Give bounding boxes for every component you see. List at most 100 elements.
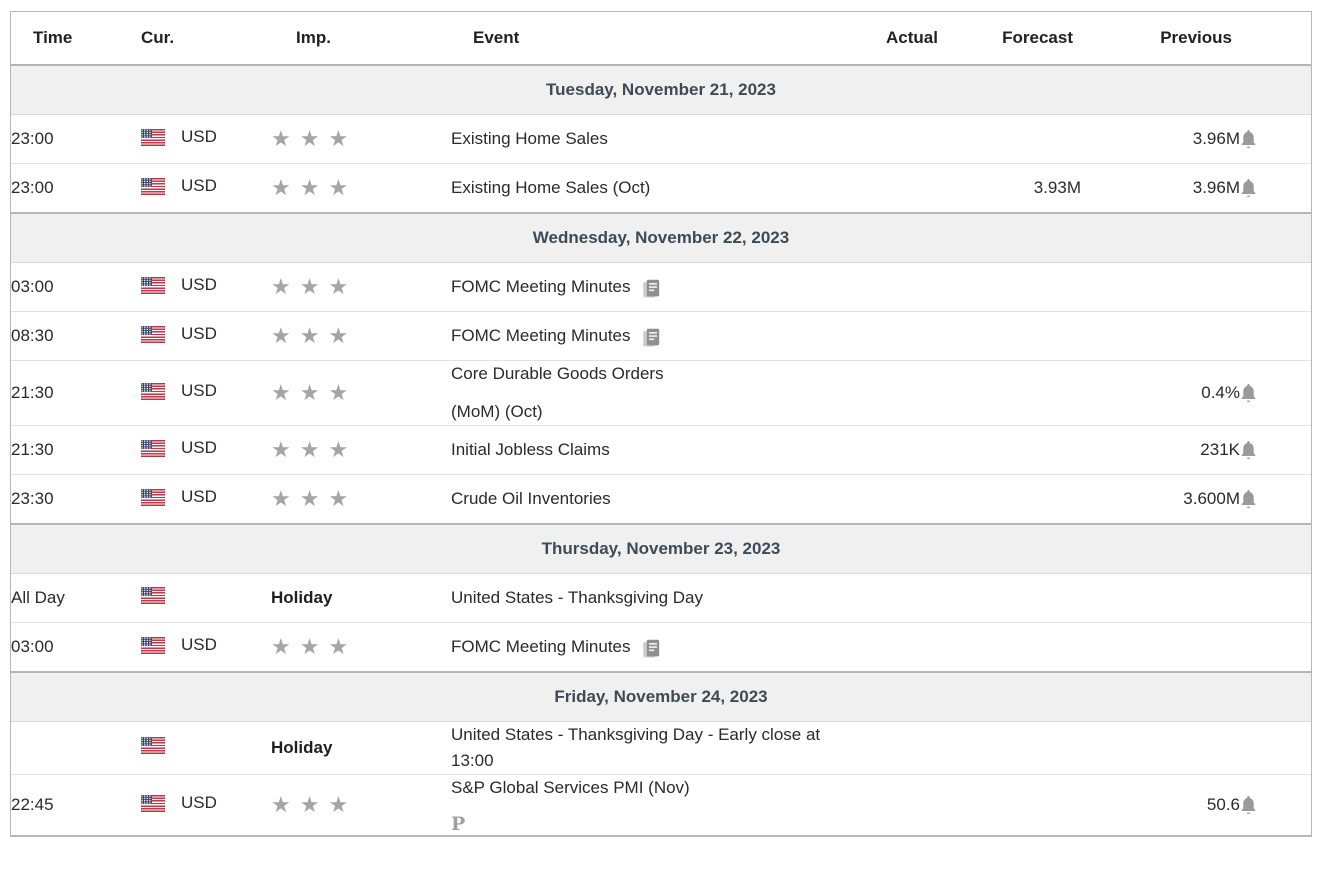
importance-star-icon: ★★★ — [271, 323, 358, 349]
importance-cell: ★★★ — [271, 262, 451, 312]
event-row: 03:00 USD ★★★ FOMC Meeting Minutes — [11, 622, 1311, 672]
event-line: Existing Home Sales (Oct) — [451, 175, 856, 201]
previous-cell — [1081, 622, 1240, 672]
us-flag-canton — [141, 636, 152, 646]
date-header: Tuesday, November 21, 2023 — [11, 64, 1311, 115]
alert-cell — [1240, 573, 1311, 623]
event-cell: FOMC Meeting Minutes — [451, 311, 856, 361]
col-header-actual: Actual — [856, 12, 946, 65]
event-row: 21:30 USD ★★★ Core Durable Goods Orders (MoM… — [11, 360, 1311, 426]
event-line: FOMC Meeting Minutes — [451, 634, 856, 660]
currency-cell — [141, 721, 271, 775]
event-cell: Crude Oil Inventories — [451, 474, 856, 524]
time-cell: All Day — [11, 573, 141, 623]
economic-calendar: Time Cur. Imp. Event Actual Forecast Pre… — [10, 11, 1312, 837]
event-row: 23:00 USD ★★★ Existing Home Sales (Oct) 3.93… — [11, 163, 1311, 213]
event-cell: FOMC Meeting Minutes — [451, 622, 856, 672]
event-cell: Core Durable Goods Orders (MoM) (Oct) — [451, 360, 856, 426]
previous-cell: 231K — [1081, 425, 1240, 475]
forecast-cell — [946, 474, 1081, 524]
col-header-time: Time — [11, 12, 141, 65]
importance-cell: ★★★ — [271, 622, 451, 672]
event-label[interactable]: FOMC Meeting Minutes — [451, 277, 631, 296]
currency-cell: USD — [141, 114, 271, 164]
bell-icon[interactable] — [1240, 130, 1257, 149]
event-line: Core Durable Goods Orders — [451, 361, 856, 387]
time-cell: 21:30 — [11, 360, 141, 426]
us-flag-icon — [141, 636, 165, 654]
forecast-cell: 3.93M — [946, 163, 1081, 213]
event-label[interactable]: Core Durable Goods Orders — [451, 364, 664, 383]
importance-cell: ★★★ — [271, 163, 451, 213]
importance-star-icon: ★★★ — [271, 175, 358, 201]
us-flag-icon — [141, 382, 165, 400]
event-label[interactable]: FOMC Meeting Minutes — [451, 637, 631, 656]
previous-cell: 0.4% — [1081, 360, 1240, 426]
previous-cell — [1081, 311, 1240, 361]
date-header-row: Thursday, November 23, 2023 — [11, 523, 1311, 574]
us-flag-icon — [141, 128, 165, 146]
currency-cell: USD — [141, 163, 271, 213]
us-flag-canton — [141, 276, 152, 286]
bell-icon[interactable] — [1240, 441, 1257, 460]
importance-cell: ★★★ — [271, 474, 451, 524]
importance-cell: Holiday — [271, 573, 451, 623]
currency-cell: USD — [141, 311, 271, 361]
alert-cell — [1240, 114, 1311, 164]
previous-cell — [1081, 721, 1240, 775]
event-line: United States - Thanksgiving Day - Early… — [451, 722, 856, 774]
event-cell: Existing Home Sales — [451, 114, 856, 164]
previous-cell: 3.96M — [1081, 163, 1240, 213]
bell-icon[interactable] — [1240, 796, 1257, 815]
event-row: 22:45 USD ★★★ S&P Global Services PMI (Nov)… — [11, 774, 1311, 835]
report-icon[interactable] — [641, 278, 661, 299]
event-label[interactable]: S&P Global Services PMI (Nov) — [451, 778, 690, 797]
alert-cell — [1240, 163, 1311, 213]
actual-cell — [856, 622, 946, 672]
currency-cell: USD — [141, 425, 271, 475]
currency-cell: USD — [141, 622, 271, 672]
date-header-row: Wednesday, November 22, 2023 — [11, 212, 1311, 263]
event-label[interactable]: Existing Home Sales (Oct) — [451, 178, 651, 197]
us-flag-icon — [141, 325, 165, 343]
time-cell: 08:30 — [11, 311, 141, 361]
event-label[interactable]: Crude Oil Inventories — [451, 489, 611, 508]
event-label[interactable]: Initial Jobless Claims — [451, 440, 610, 459]
currency-cell: USD — [141, 774, 271, 835]
event-cell: Initial Jobless Claims — [451, 425, 856, 475]
us-flag-canton — [141, 439, 152, 449]
event-line: United States - Thanksgiving Day — [451, 585, 856, 611]
importance-cell: ★★★ — [271, 425, 451, 475]
importance-cell: Holiday — [271, 721, 451, 775]
report-icon[interactable] — [641, 638, 661, 659]
holiday-label: Holiday — [271, 588, 333, 607]
importance-star-icon: ★★★ — [271, 274, 358, 300]
event-line: Initial Jobless Claims — [451, 437, 856, 463]
event-cell: United States - Thanksgiving Day - Early… — [451, 721, 856, 775]
currency-code: USD — [181, 127, 217, 147]
time-cell: 22:45 — [11, 774, 141, 835]
currency-code: USD — [181, 635, 217, 655]
time-cell: 23:00 — [11, 114, 141, 164]
date-header-row: Friday, November 24, 2023 — [11, 671, 1311, 722]
importance-star-icon: ★★★ — [271, 792, 358, 818]
bell-icon[interactable] — [1240, 490, 1257, 509]
bell-icon[interactable] — [1240, 384, 1257, 403]
col-header-importance: Imp. — [271, 12, 451, 65]
event-label[interactable]: Existing Home Sales — [451, 129, 608, 148]
alert-cell — [1240, 262, 1311, 312]
importance-cell: ★★★ — [271, 114, 451, 164]
report-icon[interactable] — [641, 327, 661, 348]
us-flag-canton — [141, 794, 152, 804]
bell-icon[interactable] — [1240, 179, 1257, 198]
time-cell: 23:30 — [11, 474, 141, 524]
importance-star-icon: ★★★ — [271, 634, 358, 660]
importance-star-icon: ★★★ — [271, 486, 358, 512]
event-label[interactable]: FOMC Meeting Minutes — [451, 326, 631, 345]
actual-cell — [856, 360, 946, 426]
us-flag-icon — [141, 177, 165, 195]
importance-cell: ★★★ — [271, 360, 451, 426]
time-cell — [11, 721, 141, 775]
alert-cell — [1240, 622, 1311, 672]
us-flag-icon — [141, 794, 165, 812]
